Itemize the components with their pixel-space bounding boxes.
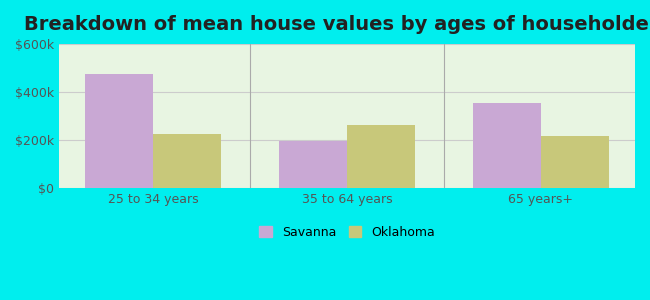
Legend: Savanna, Oklahoma: Savanna, Oklahoma (253, 220, 441, 245)
Bar (347, 125, 415, 188)
Bar (153, 134, 221, 188)
Bar (541, 136, 609, 188)
Bar (85, 74, 153, 188)
Bar (473, 103, 541, 188)
Title: Breakdown of mean house values by ages of householders: Breakdown of mean house values by ages o… (24, 15, 650, 34)
Bar (279, 141, 347, 188)
